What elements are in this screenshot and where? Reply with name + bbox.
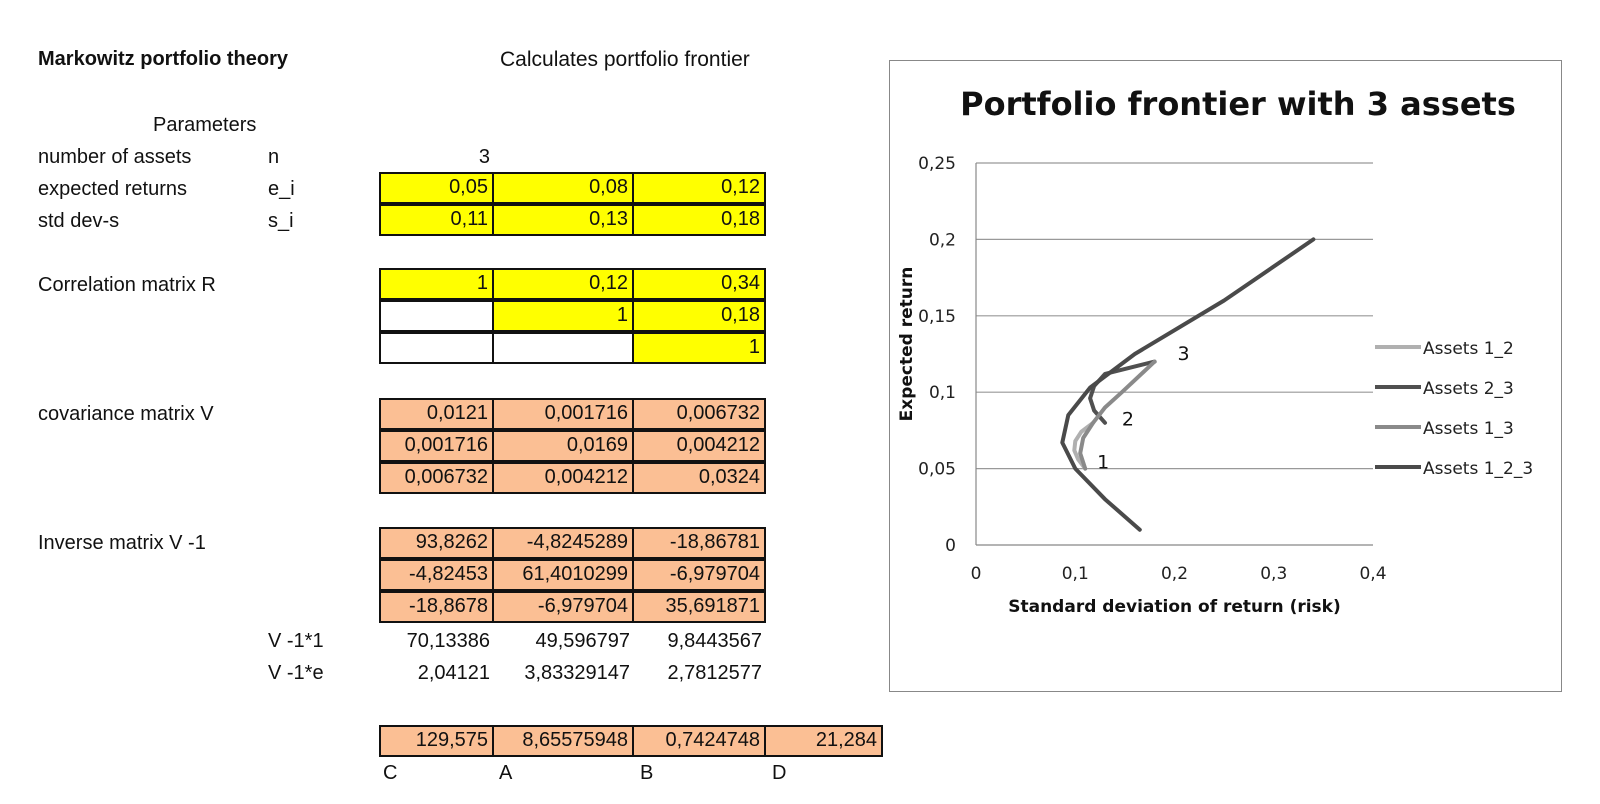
y-tick-label: 0,25	[918, 154, 956, 174]
label-std-devs: std dev-s	[38, 210, 120, 232]
label-covariance-matrix: covariance matrix V	[38, 403, 214, 425]
v-inv-1-cell[interactable]: 70,13386	[406, 630, 490, 652]
expected-return-cell[interactable]: 0,12	[632, 172, 766, 204]
covariance-cell[interactable]: 0,001716	[492, 398, 634, 430]
point-annotation: 3	[1177, 343, 1189, 365]
constant-label-b: B	[640, 762, 654, 784]
series-line	[1072, 420, 1096, 471]
correlation-cell-empty[interactable]	[379, 300, 494, 332]
correlation-cell[interactable]: 0,34	[632, 268, 766, 300]
label-correlation-matrix: Correlation matrix R	[38, 274, 216, 296]
v-inv-1-cell[interactable]: 9,8443567	[667, 630, 762, 652]
label-number-of-assets: number of assets	[38, 146, 192, 168]
y-tick-label: 0,1	[929, 383, 956, 403]
inverse-cell[interactable]: -4,82453	[379, 559, 494, 591]
symbol-e-i: e_i	[268, 178, 295, 200]
portfolio-frontier-chart[interactable]: Portfolio frontier with 3 assets 0 0,05 0,1…	[889, 60, 1562, 692]
sheet-title: Markowitz portfolio theory	[38, 48, 288, 70]
v-inv-1-cell[interactable]: 49,596797	[535, 630, 630, 652]
covariance-cell[interactable]: 0,0169	[492, 430, 634, 462]
constant-b-cell[interactable]: 0,7424748	[632, 725, 766, 757]
y-tick-label: 0	[945, 536, 956, 556]
inverse-cell[interactable]: -6,979704	[492, 591, 634, 623]
correlation-cell-empty[interactable]	[492, 332, 634, 364]
constant-a-cell[interactable]: 8,65575948	[492, 725, 634, 757]
sheet-subtitle: Calculates portfolio frontier	[500, 48, 750, 71]
legend-label: Assets 1_2_3	[1423, 459, 1533, 479]
legend-label: Assets 1_3	[1423, 419, 1514, 439]
expected-return-cell[interactable]: 0,08	[492, 172, 634, 204]
point-annotation: 2	[1122, 409, 1134, 431]
correlation-cell[interactable]: 1	[632, 332, 766, 364]
inverse-cell[interactable]: 35,691871	[632, 591, 766, 623]
legend-label: Assets 1_2	[1423, 339, 1514, 359]
inverse-cell[interactable]: -18,86781	[632, 527, 766, 559]
constant-label-a: A	[499, 762, 513, 784]
series-line	[1078, 359, 1157, 471]
y-axis-title: Expected return	[897, 267, 917, 422]
covariance-cell[interactable]: 0,004212	[632, 430, 766, 462]
label-inverse-matrix: Inverse matrix V -1	[38, 532, 206, 554]
inverse-cell[interactable]: 61,4010299	[492, 559, 634, 591]
correlation-cell[interactable]: 1	[379, 268, 494, 300]
correlation-cell[interactable]: 1	[492, 300, 634, 332]
std-dev-cell[interactable]: 0,11	[379, 204, 494, 236]
x-tick-label: 0,4	[1359, 564, 1386, 584]
std-dev-cell[interactable]: 0,13	[492, 204, 634, 236]
constant-c-cell[interactable]: 129,575	[379, 725, 494, 757]
covariance-cell[interactable]: 0,006732	[632, 398, 766, 430]
v-inv-e-cell[interactable]: 2,04121	[417, 662, 490, 684]
label-v-inv-e: V -1*e	[268, 662, 324, 684]
covariance-cell[interactable]: 0,004212	[492, 462, 634, 494]
label-expected-returns: expected returns	[38, 178, 187, 200]
covariance-cell[interactable]: 0,0121	[379, 398, 494, 430]
covariance-cell[interactable]: 0,001716	[379, 430, 494, 462]
symbol-n: n	[268, 146, 280, 168]
covariance-cell[interactable]: 0,006732	[379, 462, 494, 494]
y-tick-label: 0,15	[918, 307, 956, 327]
x-axis-title: Standard deviation of return (risk)	[1008, 597, 1341, 617]
y-tick-label: 0,05	[918, 460, 956, 480]
constant-d-cell[interactable]: 21,284	[764, 725, 883, 757]
inverse-cell[interactable]: -18,8678	[379, 591, 494, 623]
inverse-cell[interactable]: 93,8262	[379, 527, 494, 559]
point-annotation: 1	[1097, 451, 1109, 473]
correlation-cell[interactable]: 0,18	[632, 300, 766, 332]
symbol-s-i: s_i	[268, 210, 294, 232]
label-v-inv-1: V -1*1	[268, 630, 324, 652]
parameters-heading: Parameters	[153, 114, 257, 136]
chart-svg: Portfolio frontier with 3 assets 0 0,05 0,1…	[897, 85, 1533, 617]
legend-label: Assets 2_3	[1423, 379, 1514, 399]
inverse-cell[interactable]: -4,8245289	[492, 527, 634, 559]
expected-return-cell[interactable]: 0,05	[379, 172, 494, 204]
covariance-cell[interactable]: 0,0324	[632, 462, 766, 494]
x-tick-label: 0,3	[1260, 564, 1287, 584]
constant-label-d: D	[772, 762, 787, 784]
v-inv-e-cell[interactable]: 2,7812577	[667, 662, 762, 684]
value-n[interactable]: 3	[478, 146, 490, 168]
correlation-cell-empty[interactable]	[379, 332, 494, 364]
constant-label-c: C	[383, 762, 398, 784]
correlation-cell[interactable]: 0,12	[492, 268, 634, 300]
x-tick-label: 0	[971, 564, 982, 584]
y-tick-label: 0,2	[929, 230, 956, 250]
v-inv-e-cell[interactable]: 3,83329147	[524, 662, 630, 684]
chart-title: Portfolio frontier with 3 assets	[960, 85, 1516, 123]
std-dev-cell[interactable]: 0,18	[632, 204, 766, 236]
x-tick-label: 0,1	[1062, 564, 1089, 584]
series-line	[1060, 237, 1316, 532]
inverse-cell[interactable]: -6,979704	[632, 559, 766, 591]
x-tick-label: 0,2	[1161, 564, 1188, 584]
